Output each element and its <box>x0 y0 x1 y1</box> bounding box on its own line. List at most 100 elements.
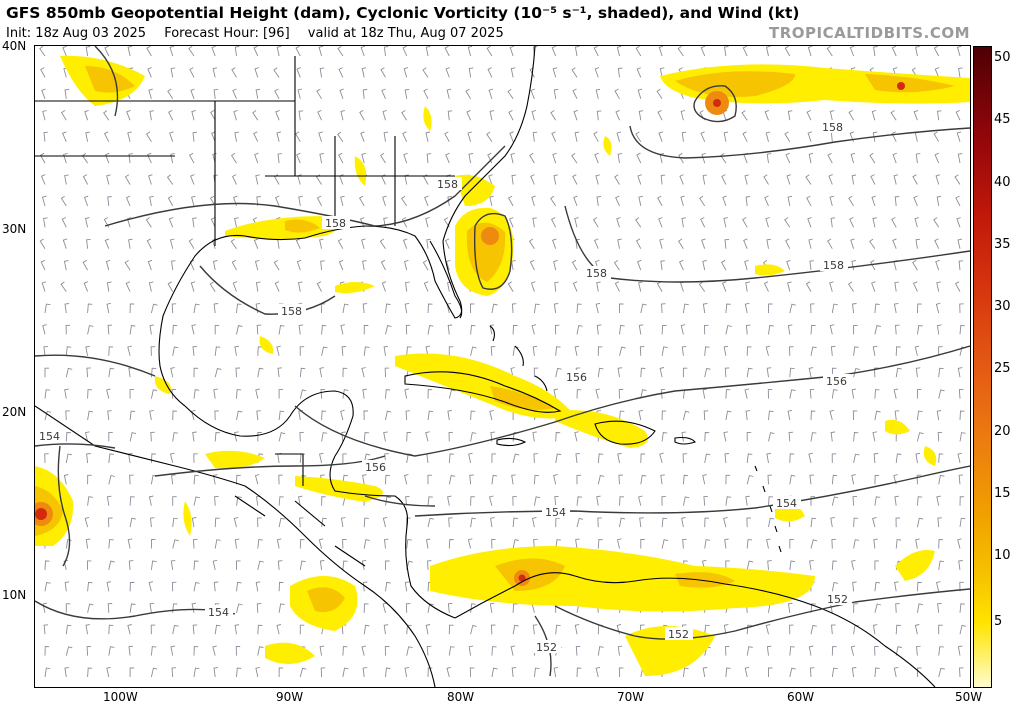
wind-barb <box>831 624 836 635</box>
wind-barb <box>916 496 923 506</box>
wind-barb <box>938 539 944 549</box>
wind-barb <box>65 367 73 378</box>
wind-barb <box>957 645 963 656</box>
wind-barb <box>640 389 647 399</box>
wind-barb <box>234 131 239 142</box>
wind-barb <box>936 110 942 121</box>
wind-barb <box>635 238 642 249</box>
wind-barb <box>807 131 813 142</box>
wind-barb <box>765 217 770 228</box>
wind-barb <box>746 453 753 463</box>
wind-barb <box>829 281 834 292</box>
wind-barb <box>148 281 154 292</box>
wind-barb <box>236 325 243 335</box>
wind-barb <box>891 131 897 142</box>
contour-label: 158 <box>823 259 844 272</box>
wind-barb <box>486 131 493 142</box>
wind-barb <box>958 388 964 399</box>
wind-barb <box>723 217 728 228</box>
wind-barb <box>425 538 431 549</box>
wind-barb <box>491 646 497 656</box>
wind-barb <box>427 303 433 314</box>
wind-barb <box>660 474 665 485</box>
wind-barb <box>193 453 198 463</box>
wind-barb <box>209 195 216 207</box>
wind-barb <box>954 174 961 185</box>
wind-barb <box>784 217 791 228</box>
wind-barb <box>853 324 858 335</box>
wind-barb <box>385 410 392 421</box>
wind-barb <box>657 109 663 121</box>
wind-barb <box>448 474 456 485</box>
wind-barb <box>128 560 134 570</box>
wind-barb <box>913 109 919 121</box>
wind-barb <box>746 560 754 570</box>
wind-barb <box>787 324 793 335</box>
wind-barb <box>507 195 514 207</box>
wind-barb <box>638 324 644 335</box>
wind-barb <box>531 517 537 528</box>
wind-barb <box>149 195 154 206</box>
wind-barb <box>702 303 708 314</box>
wind-barb <box>103 110 110 121</box>
wind-barb <box>809 559 814 570</box>
wind-barb <box>401 217 408 228</box>
wind-barb <box>214 495 219 506</box>
wind-barb <box>402 46 408 57</box>
colorbar-tick-45: 45 <box>994 112 1011 127</box>
lon-label-60w: 60W <box>787 690 815 704</box>
wind-barb <box>874 560 879 570</box>
wind-barb <box>826 46 833 57</box>
wind-barb <box>512 496 517 506</box>
wind-barb <box>41 195 47 207</box>
wind-barb <box>402 131 408 142</box>
wind-barb <box>278 517 285 528</box>
wind-barb <box>810 346 817 356</box>
wind-barb <box>172 624 179 635</box>
wind-barb <box>870 259 876 271</box>
wind-barb <box>383 131 389 142</box>
wind-barb <box>938 453 944 463</box>
wind-barb <box>469 474 474 485</box>
wind-barb <box>872 516 877 528</box>
wind-barb <box>321 410 327 421</box>
wind-barb <box>145 217 152 228</box>
contour-label: 154 <box>39 430 60 443</box>
wind-barb <box>361 238 366 249</box>
wind-barb <box>446 666 451 678</box>
wind-barb <box>380 67 386 78</box>
wind-barb <box>44 389 51 399</box>
wind-barb <box>723 431 728 442</box>
wind-barb <box>257 431 262 442</box>
lat-label-10n: 10N <box>2 588 27 602</box>
wind-barb <box>574 431 579 442</box>
wind-barb <box>382 516 388 528</box>
wind-barb <box>958 67 963 78</box>
wind-barb <box>384 646 390 656</box>
wind-barb <box>852 581 857 592</box>
wind-barb <box>682 367 688 378</box>
wind-barb <box>916 603 923 613</box>
wind-barb <box>337 46 344 57</box>
wind-barb <box>62 131 67 142</box>
wind-barb <box>744 259 749 271</box>
wind-barb <box>550 195 557 207</box>
wind-barb <box>383 624 389 635</box>
wind-barb <box>252 110 259 121</box>
wind-barb <box>129 667 135 677</box>
wind-barb <box>297 88 303 99</box>
wind-barb <box>720 259 727 271</box>
wind-barb <box>87 303 93 314</box>
wind-barb <box>528 238 535 249</box>
wind-barb <box>638 495 643 506</box>
wind-barb <box>639 517 644 528</box>
wind-barb <box>532 217 537 228</box>
wind-barb <box>510 152 515 164</box>
wind-barb <box>702 260 707 271</box>
wind-barb <box>789 474 796 485</box>
wind-barb <box>660 388 666 399</box>
wind-barb <box>870 174 876 185</box>
wind-barb <box>956 217 961 228</box>
wind-barb <box>108 539 114 549</box>
wind-barb <box>299 624 305 635</box>
